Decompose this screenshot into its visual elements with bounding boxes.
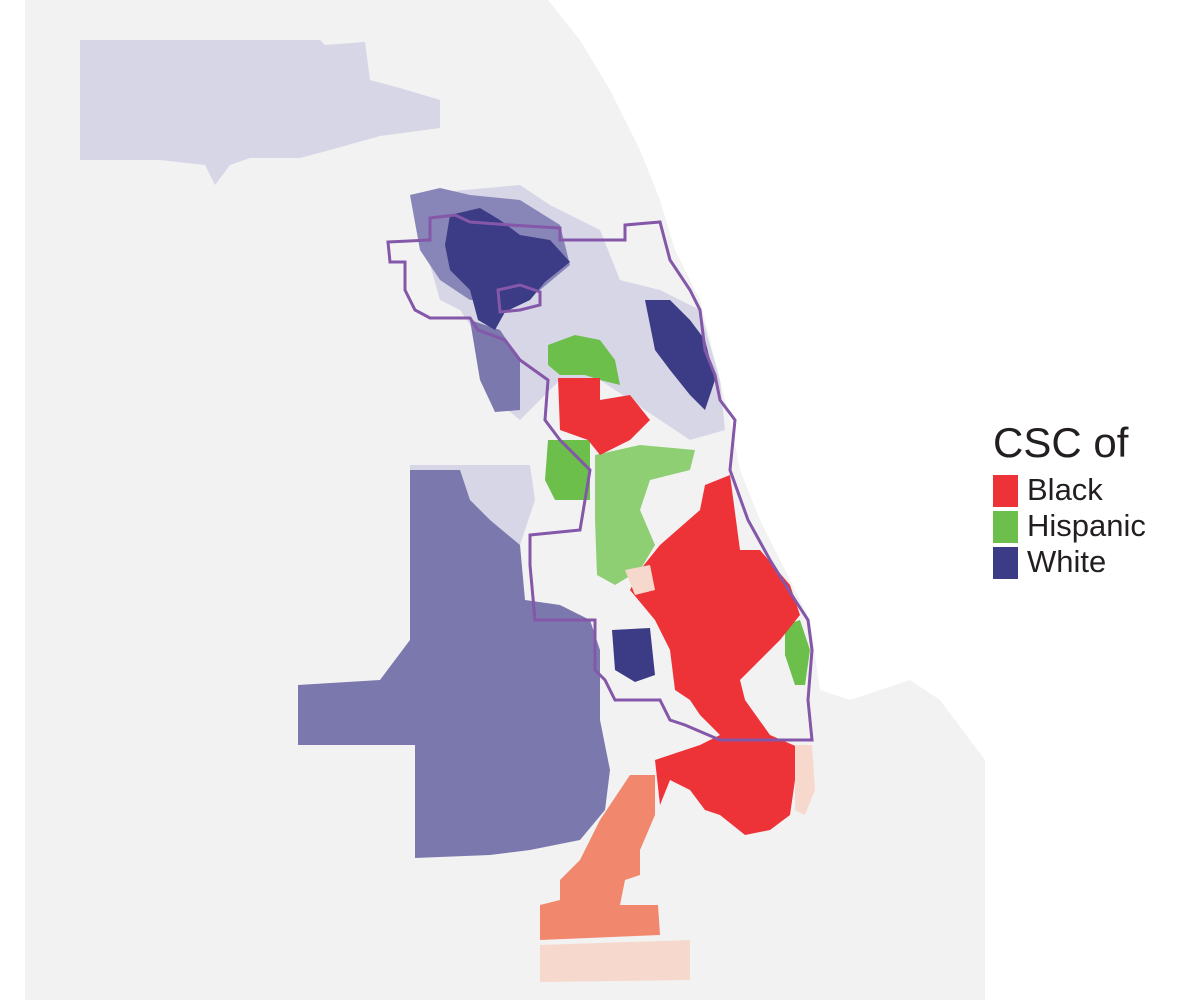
community-outline xyxy=(496,283,542,314)
legend-swatch xyxy=(993,475,1018,507)
region-black-pale xyxy=(625,565,655,595)
region-white-medium xyxy=(298,470,610,858)
legend-title: CSC of xyxy=(993,419,1129,466)
region-black xyxy=(630,475,800,835)
region-hispanic xyxy=(548,335,620,385)
region-black-light xyxy=(540,775,660,940)
legend-swatch xyxy=(993,511,1018,543)
region-white-light xyxy=(80,40,440,185)
region-hispanic xyxy=(595,445,695,585)
legend-swatch xyxy=(993,547,1018,579)
region-black-pale xyxy=(540,940,690,982)
city-boundary xyxy=(386,213,814,742)
region-white-dark xyxy=(645,300,715,410)
region-hispanic xyxy=(545,440,590,500)
region-hispanic xyxy=(785,620,810,685)
legend-label: White xyxy=(1027,544,1106,579)
legend-label: Black xyxy=(1027,472,1103,507)
legend-label: Hispanic xyxy=(1027,508,1146,543)
region-white-dark xyxy=(445,208,570,330)
region-black-pale xyxy=(795,745,815,815)
region-black xyxy=(558,378,650,455)
region-white-dark xyxy=(612,628,655,682)
